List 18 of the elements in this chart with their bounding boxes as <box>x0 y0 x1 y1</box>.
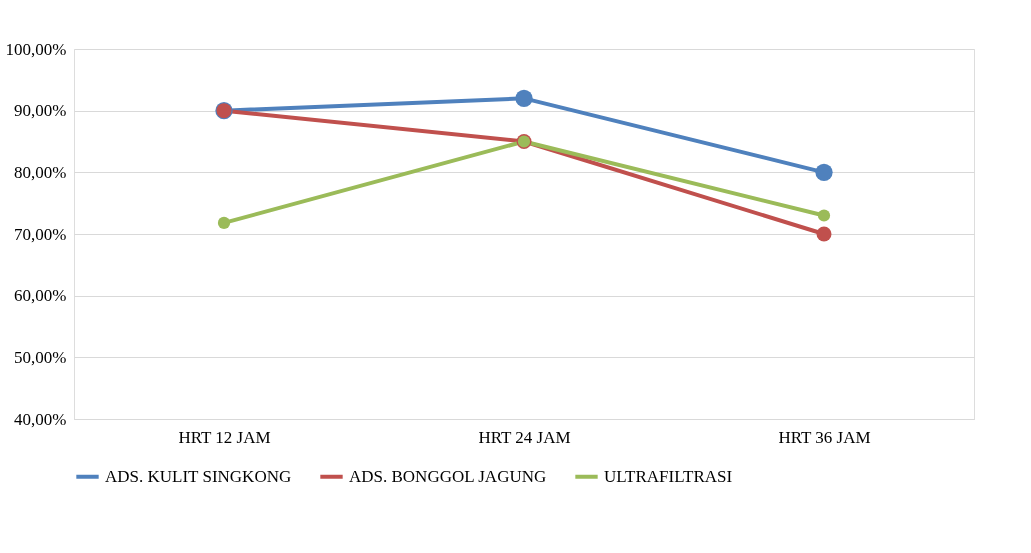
legend-label: ADS. KULIT SINGKONG <box>105 466 292 486</box>
y-tick-label: 80,00% <box>14 162 67 182</box>
y-tick-label: 90,00% <box>14 101 67 121</box>
legend-label: ADS. BONGGOL JAGUNG <box>349 466 547 486</box>
x-tick-label: HRT 36 JAM <box>778 427 871 447</box>
point <box>815 163 833 181</box>
x-tick-label: HRT 12 JAM <box>178 427 271 447</box>
y-tick-label: 60,00% <box>14 286 67 306</box>
x-tick-label: HRT 24 JAM <box>478 427 571 447</box>
point <box>817 209 831 222</box>
point <box>515 89 533 107</box>
point <box>816 226 832 242</box>
y-tick-label: 40,00% <box>14 409 67 429</box>
legend-label: ULTRAFILTRASI <box>604 466 733 486</box>
point <box>217 216 231 230</box>
y-tick-label: 50,00% <box>14 347 67 367</box>
y-tick-label: 70,00% <box>14 224 67 244</box>
y-tick-label: 100,00% <box>5 39 67 59</box>
